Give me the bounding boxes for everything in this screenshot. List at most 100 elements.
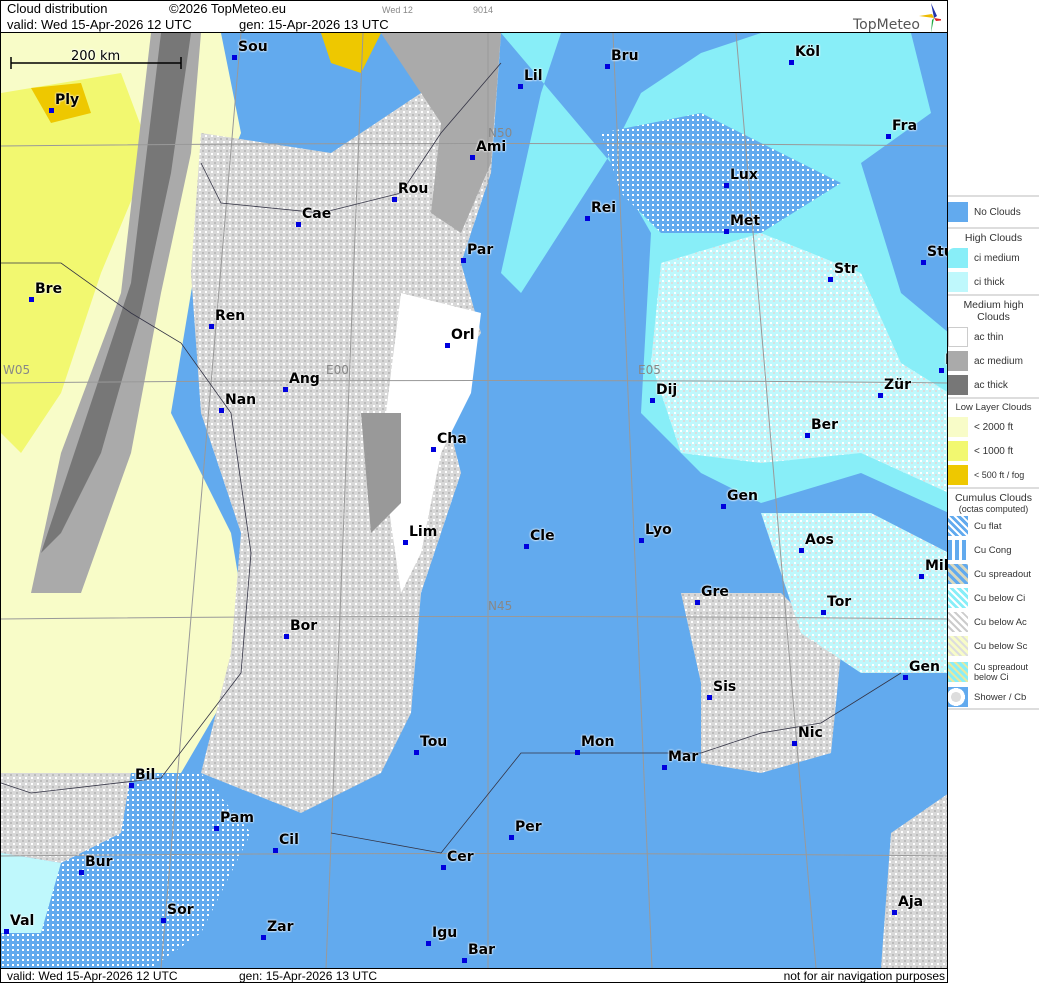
- legend-item: ci medium: [948, 246, 1039, 270]
- city-label: Ber: [811, 417, 839, 433]
- city-label: Stu: [927, 244, 947, 260]
- city-label: Mon: [581, 734, 615, 750]
- city-marker: [426, 941, 431, 946]
- city-label: Bur: [85, 854, 113, 870]
- city-marker: [209, 324, 214, 329]
- cloud-map[interactable]: 200 km N50 E00 E05 W05 N45 Sou Ply Lil Bru K…: [0, 33, 948, 968]
- legend-item: < 500 ft / fog: [948, 463, 1039, 487]
- legend: No Clouds High Clouds ci medium ci thick…: [948, 195, 1039, 710]
- city-label: Zür: [884, 377, 912, 393]
- city-marker: [919, 574, 924, 579]
- city-marker: [821, 610, 826, 615]
- city-marker: [392, 197, 397, 202]
- city-label: Cha: [437, 431, 467, 447]
- city-label: Val: [10, 913, 35, 929]
- city-marker: [214, 826, 219, 831]
- city-label: Orl: [451, 327, 475, 343]
- city-label: Mar: [668, 749, 699, 765]
- city-marker: [805, 433, 810, 438]
- city-label: Bar: [468, 942, 496, 958]
- city-label: Lux: [730, 167, 758, 183]
- city-label: Ply: [55, 92, 80, 108]
- city-label: Bor: [290, 618, 318, 634]
- city-label: Rei: [591, 200, 617, 216]
- city-marker: [939, 368, 944, 373]
- map-title: Cloud distribution: [7, 1, 108, 16]
- city-label: Gre: [701, 584, 729, 600]
- city-marker: [462, 958, 467, 963]
- grid-label: N50: [488, 126, 513, 140]
- city-label: Lil: [524, 68, 543, 84]
- compass-star-icon: [919, 3, 941, 33]
- city-marker: [524, 544, 529, 549]
- city-label: Bru: [611, 48, 639, 64]
- city-marker: [79, 870, 84, 875]
- legend-item: ac medium: [948, 349, 1039, 373]
- city-marker: [283, 387, 288, 392]
- city-marker: [232, 55, 237, 60]
- grid-label: N45: [488, 599, 513, 613]
- legend-item: ci thick: [948, 270, 1039, 294]
- legend-heading: Medium high Clouds: [948, 294, 1039, 325]
- city-label: Nic: [798, 725, 823, 741]
- copyright: ©2026 TopMeteo.eu: [169, 1, 287, 16]
- city-label: Aja: [898, 894, 924, 910]
- grid-label: E00: [326, 363, 349, 377]
- city-marker: [695, 600, 700, 605]
- city-marker: [585, 216, 590, 221]
- city-marker: [721, 504, 726, 509]
- legend-item: Cu spreadout: [948, 562, 1039, 586]
- city-label: Fra: [892, 118, 918, 134]
- city-label: Par: [467, 242, 494, 258]
- city-label: Ang: [289, 371, 320, 387]
- city-marker: [470, 155, 475, 160]
- city-marker: [4, 929, 9, 934]
- city-marker: [219, 408, 224, 413]
- city-marker: [273, 848, 278, 853]
- city-label: Mil: [925, 558, 948, 574]
- city-marker: [29, 297, 34, 302]
- city-marker: [724, 229, 729, 234]
- valid-time: valid: Wed 15-Apr-2026 12 UTC: [7, 17, 192, 32]
- city-label: Str: [834, 261, 858, 277]
- city-marker: [878, 393, 883, 398]
- legend-item: ac thick: [948, 373, 1039, 397]
- city-marker: [707, 695, 712, 700]
- city-marker: [799, 548, 804, 553]
- city-label: Cer: [447, 849, 474, 865]
- city-label: Sor: [167, 902, 194, 918]
- legend-heading: High Clouds: [948, 227, 1039, 246]
- city-label: F: [945, 352, 947, 368]
- disclaimer: not for air navigation purposes: [783, 969, 945, 983]
- city-label: Cae: [302, 206, 332, 222]
- legend-heading: Low Layer Clouds: [948, 397, 1039, 415]
- city-label: Lyo: [645, 522, 672, 538]
- city-label: Bil: [135, 767, 156, 783]
- city-marker: [284, 634, 289, 639]
- city-marker: [662, 765, 667, 770]
- legend-item: Cu spreadout below Ci: [948, 658, 1039, 686]
- footer-valid: valid: Wed 15-Apr-2026 12 UTC: [7, 969, 178, 983]
- city-label: Tor: [827, 594, 852, 610]
- city-label: Aos: [805, 532, 834, 548]
- legend-item: Cu below Sc: [948, 634, 1039, 658]
- city-marker: [129, 783, 134, 788]
- city-marker: [403, 540, 408, 545]
- city-marker: [828, 277, 833, 282]
- city-label: Dij: [656, 382, 678, 398]
- city-label: Per: [515, 819, 542, 835]
- legend-item: Cu below Ci: [948, 586, 1039, 610]
- city-marker: [509, 835, 514, 840]
- city-marker: [296, 222, 301, 227]
- city-marker: [892, 910, 897, 915]
- city-marker: [441, 865, 446, 870]
- city-marker: [431, 447, 436, 452]
- city-label: Igu: [432, 925, 458, 941]
- city-label: Nan: [225, 392, 257, 408]
- scale-bar-label: 200 km: [71, 49, 121, 64]
- city-marker: [650, 398, 655, 403]
- day-code: Wed 12: [382, 5, 413, 15]
- legend-item: < 2000 ft: [948, 415, 1039, 439]
- grid-lines: [1, 33, 947, 968]
- city-label: Sou: [238, 39, 268, 55]
